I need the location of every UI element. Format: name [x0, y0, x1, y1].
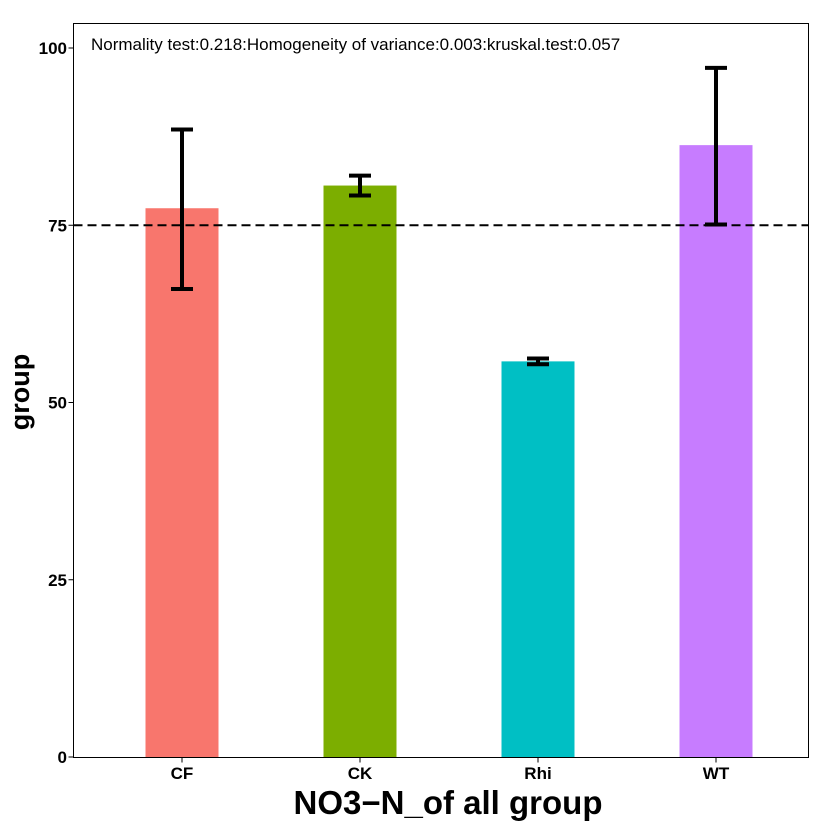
- bar-cf: [145, 208, 219, 757]
- y-tick-label: 25: [48, 571, 67, 590]
- bars-layer: [145, 145, 753, 757]
- bar-ck: [323, 185, 397, 757]
- y-tick-label: 0: [58, 748, 67, 767]
- y-tick-label: 50: [48, 394, 67, 413]
- stats-annotation: Normality test:0.218:Homogeneity of vari…: [91, 35, 620, 54]
- y-axis-title: group: [5, 354, 35, 430]
- x-tick-label: WT: [703, 764, 730, 783]
- error-bar-ck: [349, 173, 371, 198]
- y-tick-label: 100: [39, 39, 67, 58]
- error-bars-layer: [171, 65, 727, 367]
- x-tick-label: CK: [348, 764, 373, 783]
- x-axis-title: NO3−N_of all group: [294, 784, 603, 821]
- x-tick-label: Rhi: [524, 764, 551, 783]
- x-tick-label: CF: [171, 764, 194, 783]
- bar-rhi: [501, 361, 575, 757]
- y-tick-label: 75: [48, 216, 67, 235]
- error-bar-rhi: [527, 356, 549, 367]
- bar-wt: [679, 145, 753, 757]
- y-axis: 0 25 50 75 100: [39, 39, 74, 767]
- x-axis: CF CK Rhi WT: [171, 757, 730, 783]
- error-bar-cf: [171, 127, 193, 292]
